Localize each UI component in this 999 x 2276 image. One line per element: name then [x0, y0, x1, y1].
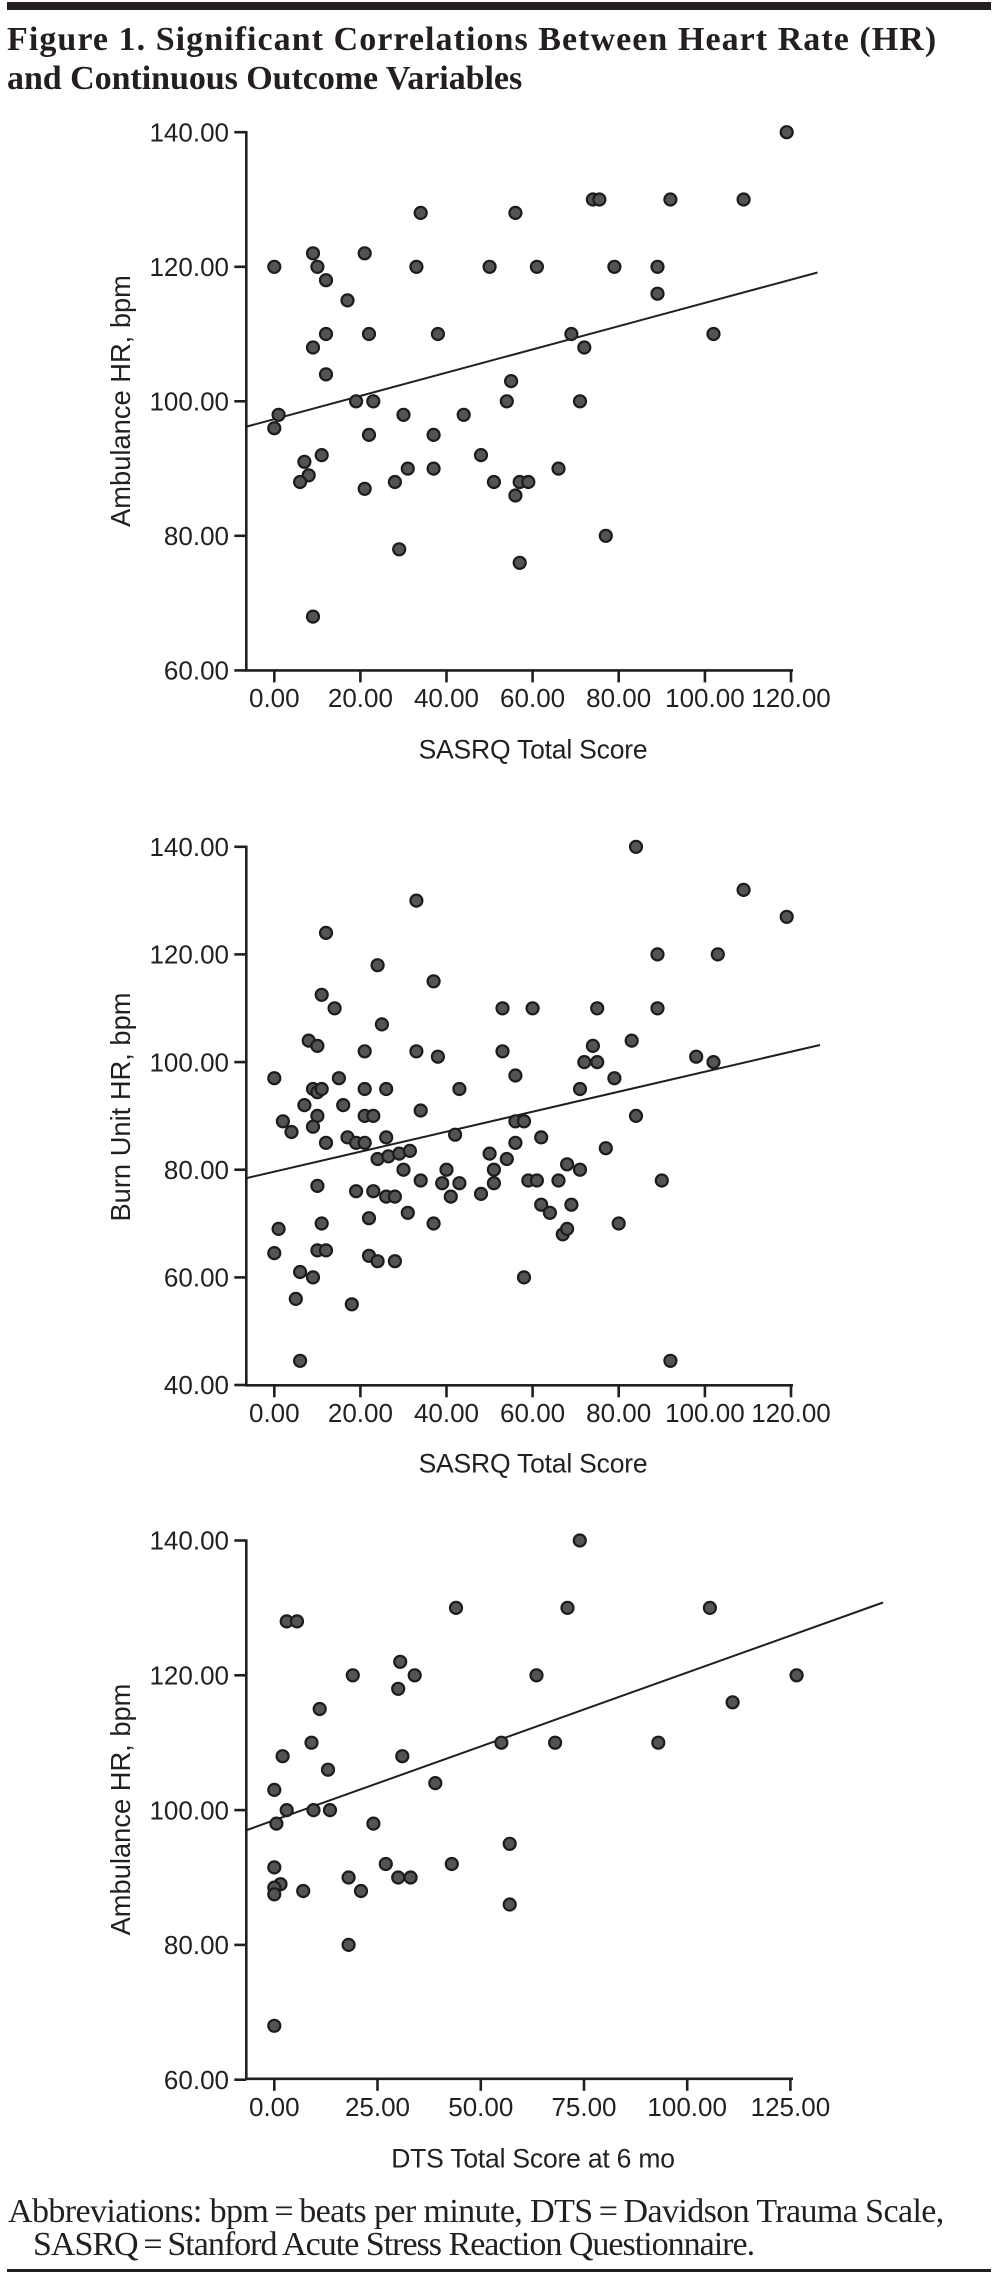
- svg-text:0.00: 0.00: [249, 1398, 300, 1428]
- svg-text:Ambulance HR, bpm: Ambulance HR, bpm: [105, 1684, 136, 1936]
- svg-text:60.00: 60.00: [500, 683, 565, 713]
- svg-text:20.00: 20.00: [328, 1398, 393, 1428]
- svg-text:80.00: 80.00: [586, 683, 651, 713]
- svg-text:140.00: 140.00: [149, 117, 229, 147]
- svg-text:Burn Unit HR, bpm: Burn Unit HR, bpm: [105, 992, 136, 1221]
- svg-text:60.00: 60.00: [164, 656, 229, 686]
- svg-text:40.00: 40.00: [414, 683, 479, 713]
- svg-text:120.00: 120.00: [149, 1661, 229, 1691]
- svg-text:120.00: 120.00: [751, 1398, 831, 1428]
- svg-text:140.00: 140.00: [149, 1526, 229, 1556]
- svg-text:125.00: 125.00: [751, 2092, 831, 2122]
- svg-text:120.00: 120.00: [751, 683, 831, 713]
- svg-text:SASRQ Total Score: SASRQ Total Score: [419, 1449, 648, 1479]
- svg-text:60.00: 60.00: [164, 1263, 229, 1293]
- svg-text:100.00: 100.00: [149, 1047, 229, 1077]
- svg-text:80.00: 80.00: [164, 521, 229, 551]
- svg-text:100.00: 100.00: [647, 2092, 727, 2122]
- svg-text:25.00: 25.00: [345, 2092, 410, 2122]
- svg-text:100.00: 100.00: [149, 387, 229, 417]
- svg-text:140.00: 140.00: [149, 832, 229, 862]
- svg-text:0.00: 0.00: [249, 683, 300, 713]
- svg-text:40.00: 40.00: [164, 1370, 229, 1400]
- svg-text:SASRQ Total Score: SASRQ Total Score: [419, 735, 648, 765]
- svg-text:0.00: 0.00: [249, 2092, 300, 2122]
- svg-text:50.00: 50.00: [448, 2092, 513, 2122]
- svg-text:80.00: 80.00: [164, 1930, 229, 1960]
- svg-text:60.00: 60.00: [164, 2065, 229, 2095]
- svg-text:40.00: 40.00: [414, 1398, 479, 1428]
- svg-text:100.00: 100.00: [665, 683, 745, 713]
- svg-text:DTS Total Score at 6 mo: DTS Total Score at 6 mo: [391, 2144, 675, 2174]
- svg-text:120.00: 120.00: [149, 252, 229, 282]
- svg-text:80.00: 80.00: [586, 1398, 651, 1428]
- svg-text:100.00: 100.00: [149, 1795, 229, 1825]
- svg-text:Ambulance HR, bpm: Ambulance HR, bpm: [105, 275, 136, 527]
- svg-text:100.00: 100.00: [665, 1398, 745, 1428]
- svg-text:60.00: 60.00: [500, 1398, 565, 1428]
- svg-text:120.00: 120.00: [149, 940, 229, 970]
- svg-text:80.00: 80.00: [164, 1155, 229, 1185]
- svg-text:75.00: 75.00: [551, 2092, 616, 2122]
- svg-text:20.00: 20.00: [328, 683, 393, 713]
